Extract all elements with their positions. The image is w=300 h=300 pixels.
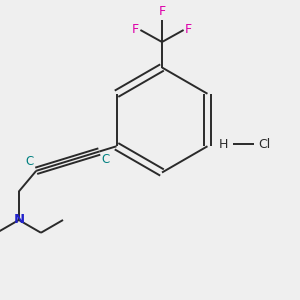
Text: C: C bbox=[102, 153, 110, 166]
Text: F: F bbox=[158, 5, 166, 18]
Text: N: N bbox=[13, 214, 24, 226]
Text: Cl: Cl bbox=[258, 137, 270, 151]
Text: F: F bbox=[132, 23, 139, 36]
Text: H: H bbox=[219, 137, 228, 151]
Text: C: C bbox=[26, 155, 34, 168]
Text: F: F bbox=[185, 23, 192, 36]
